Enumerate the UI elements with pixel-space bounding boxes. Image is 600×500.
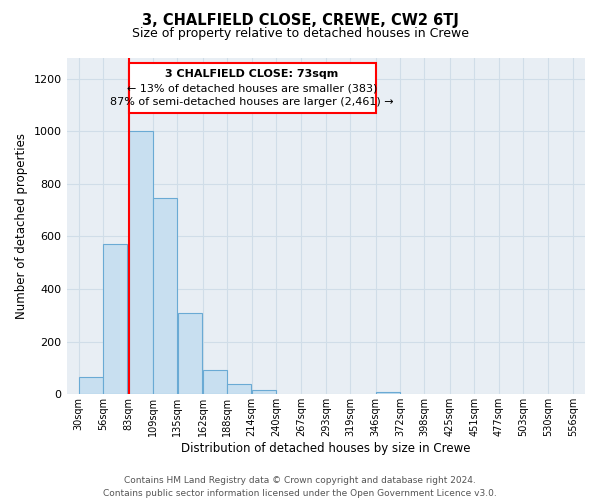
Text: 3, CHALFIELD CLOSE, CREWE, CW2 6TJ: 3, CHALFIELD CLOSE, CREWE, CW2 6TJ [142,12,458,28]
Bar [227,384,251,394]
Text: Contains HM Land Registry data © Crown copyright and database right 2024.
Contai: Contains HM Land Registry data © Crown c… [103,476,497,498]
Text: ← 13% of detached houses are smaller (383): ← 13% of detached houses are smaller (38… [127,83,377,93]
FancyBboxPatch shape [128,63,376,114]
Bar [153,198,177,394]
Bar [128,131,153,394]
X-axis label: Distribution of detached houses by size in Crewe: Distribution of detached houses by size … [181,442,470,455]
Text: 87% of semi-detached houses are larger (2,461) →: 87% of semi-detached houses are larger (… [110,97,394,107]
Bar [203,370,227,394]
Bar [79,376,103,394]
Text: Size of property relative to detached houses in Crewe: Size of property relative to detached ho… [131,28,469,40]
Bar [103,244,127,394]
Bar [178,312,202,394]
Y-axis label: Number of detached properties: Number of detached properties [15,133,28,319]
Bar [252,390,276,394]
Bar [376,392,400,394]
Text: 3 CHALFIELD CLOSE: 73sqm: 3 CHALFIELD CLOSE: 73sqm [166,69,338,79]
